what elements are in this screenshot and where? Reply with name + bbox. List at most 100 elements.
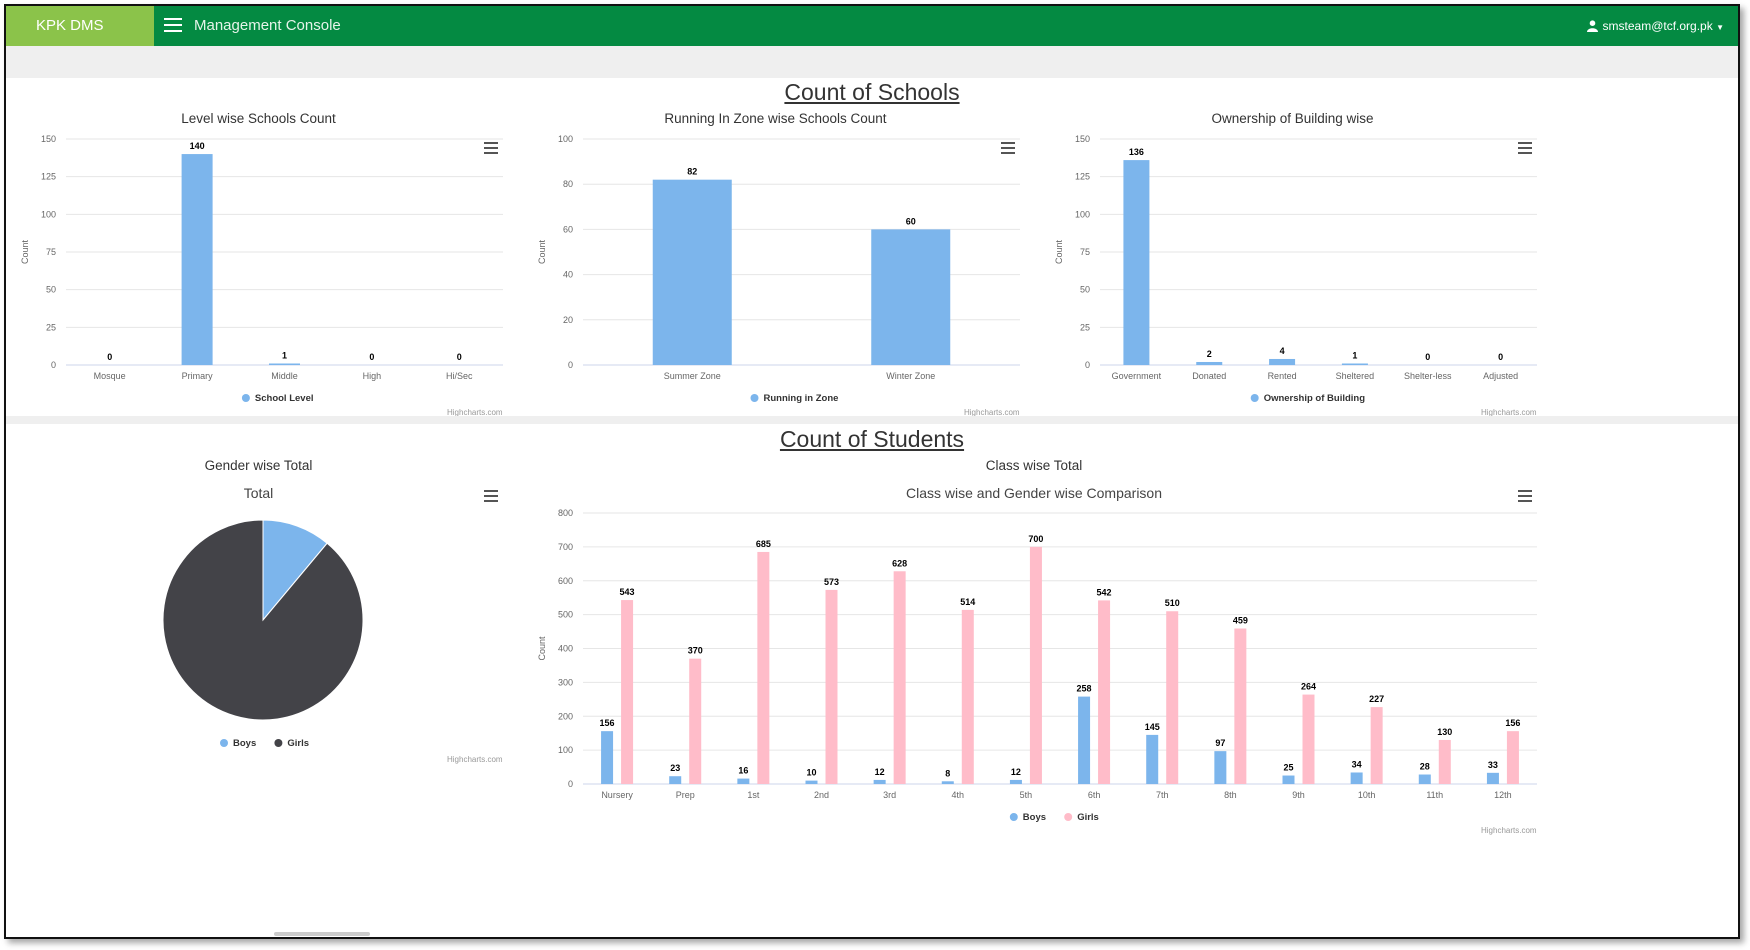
x-tick-label: 2nd: [814, 790, 829, 800]
y-tick-label: 60: [563, 224, 573, 234]
chart-menu-icon[interactable]: [484, 490, 498, 502]
data-label: 12: [875, 767, 885, 777]
chart-title: Level wise Schools Count: [181, 111, 336, 126]
bar: [1350, 772, 1363, 784]
y-tick-label: 800: [558, 508, 573, 518]
x-tick-label: Hi/Sec: [446, 371, 473, 381]
data-label: 0: [457, 352, 462, 362]
legend-item: Girls: [1077, 812, 1099, 823]
level-chart-svg: 0255075100125150CountMosque0Primary140Mi…: [20, 134, 503, 404]
data-label: 23: [670, 763, 680, 773]
y-tick-label: 100: [1075, 209, 1090, 219]
data-label: 97: [1215, 738, 1225, 748]
x-tick-label: Mosque: [94, 371, 126, 381]
data-label: 140: [190, 141, 205, 151]
bar: [1078, 696, 1091, 784]
hamburger-menu-icon[interactable]: [164, 18, 182, 34]
data-label: 459: [1233, 616, 1248, 626]
x-tick-label: Middle: [271, 371, 298, 381]
bar: [1438, 739, 1451, 784]
x-tick-label: 6th: [1088, 790, 1101, 800]
data-label: 514: [960, 597, 975, 607]
bar: [1302, 694, 1315, 784]
chart-credit[interactable]: Highcharts.com: [1481, 826, 1537, 835]
legend-symbol: [1064, 813, 1073, 821]
legend-item: School Level: [255, 393, 314, 404]
y-tick-label: 150: [41, 134, 56, 144]
data-label: 1: [282, 350, 287, 360]
gender-chart-svg: Boys Girls: [162, 519, 364, 749]
x-tick-label: High: [363, 371, 382, 381]
y-tick-label: 400: [558, 644, 573, 654]
chart-credit[interactable]: Highcharts.com: [964, 408, 1020, 417]
legend-symbol: [1009, 813, 1018, 821]
chart-menu-icon[interactable]: [1001, 142, 1015, 154]
legend-item: Running in Zone: [764, 393, 839, 404]
bar: [1146, 734, 1159, 784]
y-tick-label: 25: [46, 322, 56, 332]
y-tick-label: 40: [563, 270, 573, 280]
y-tick-label: 600: [558, 576, 573, 586]
y-tick-label: 100: [41, 209, 56, 219]
bar: [1486, 772, 1499, 784]
data-label: 227: [1369, 694, 1384, 704]
y-axis-title: Count: [1054, 240, 1064, 265]
data-label: 136: [1129, 147, 1144, 157]
y-tick-label: 50: [46, 285, 56, 295]
bar: [1269, 358, 1296, 365]
bar: [1418, 774, 1431, 784]
bar: [941, 781, 954, 784]
chart-credit[interactable]: Highcharts.com: [447, 408, 503, 417]
x-tick-label: 5th: [1020, 790, 1033, 800]
data-label: 34: [1352, 759, 1362, 769]
legend-symbol: [1250, 394, 1259, 402]
y-tick-label: 75: [1080, 247, 1090, 257]
chart-subtitle: Total: [243, 485, 274, 501]
chart-credit[interactable]: Highcharts.com: [447, 755, 503, 764]
horizontal-scrollbar[interactable]: [274, 932, 370, 936]
zone-chart-svg: 0 20 40 60 80 100 Count Summer Zone 82 Winter Zon…: [537, 134, 1020, 404]
chart-menu-icon[interactable]: [484, 142, 498, 154]
bar: [669, 776, 682, 784]
x-tick-label: 7th: [1156, 790, 1169, 800]
y-tick-label: 200: [558, 711, 573, 721]
chart-title: Ownership of Building wise: [1211, 111, 1374, 126]
caret-down-icon: ▼: [1716, 23, 1724, 32]
data-label: 4: [1280, 346, 1285, 356]
user-menu[interactable]: smsteam@tcf.org.pk ▼: [1586, 6, 1724, 48]
data-label: 10: [806, 768, 816, 778]
pie-slice: [262, 519, 328, 622]
x-tick-label: Winter Zone: [886, 371, 935, 381]
bar: [689, 658, 702, 784]
data-label: 156: [1505, 718, 1520, 728]
gender-chart: Gender wise Total Total Boys Girls Highch…: [6, 452, 511, 772]
chart-menu-icon[interactable]: [1518, 490, 1532, 502]
y-tick-label: 100: [558, 134, 573, 144]
bar: [1098, 600, 1111, 784]
user-email: smsteam@tcf.org.pk: [1602, 19, 1713, 33]
chart-menu-icon[interactable]: [1518, 142, 1532, 154]
bar: [1282, 775, 1295, 784]
data-label: 82: [687, 167, 697, 177]
legend-symbol: [241, 394, 250, 402]
data-label: 700: [1028, 534, 1043, 544]
class-chart-svg: 0 100 200 300 400 500 600 700 800 Count Nursery 156…: [537, 508, 1537, 823]
x-tick-label: 12th: [1494, 790, 1512, 800]
brand-logo[interactable]: KPK DMS: [6, 6, 154, 46]
y-tick-label: 700: [558, 542, 573, 552]
bar: [1196, 361, 1223, 365]
data-label: 8: [945, 768, 950, 778]
level-chart: Level wise Schools Count 0 25 50 75 100 125 15…: [6, 104, 511, 417]
chart-title: Gender wise Total: [204, 458, 313, 473]
bar: [181, 154, 213, 365]
data-label: 156: [600, 718, 615, 728]
chart-credit[interactable]: Highcharts.com: [1481, 408, 1537, 417]
y-tick-label: 50: [1080, 285, 1090, 295]
x-tick-label: 1st: [747, 790, 760, 800]
y-tick-label: 0: [51, 360, 56, 370]
x-tick-label: 8th: [1224, 790, 1237, 800]
data-label: 2: [1207, 349, 1212, 359]
data-label: 0: [1425, 352, 1430, 362]
bar: [1370, 707, 1383, 784]
y-axis-title: Count: [20, 240, 30, 265]
